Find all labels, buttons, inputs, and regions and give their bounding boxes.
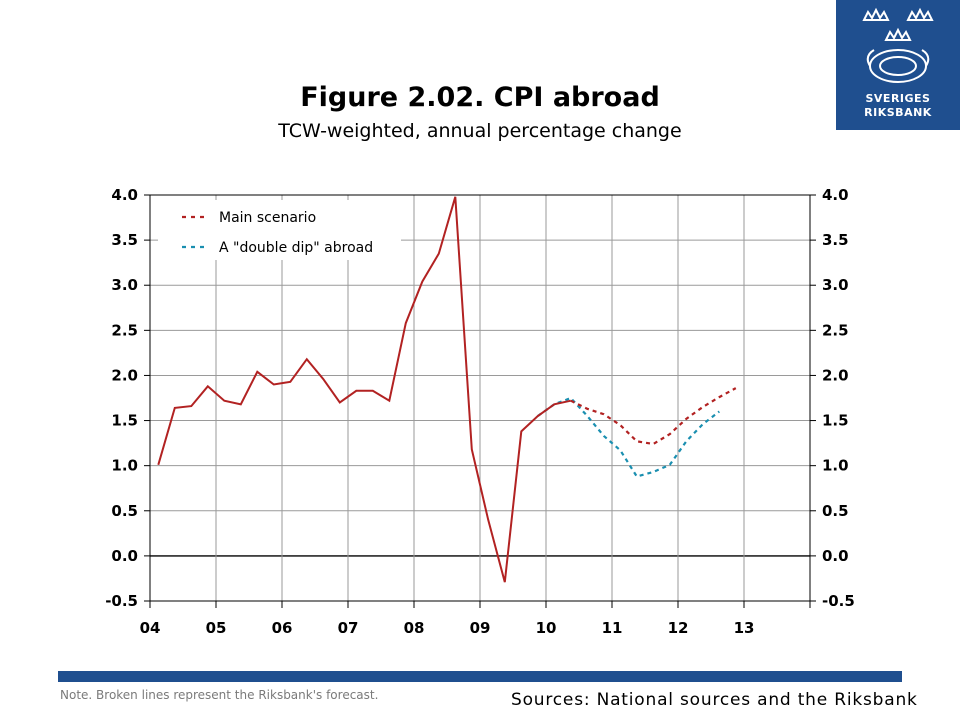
y-tick-label-left: -0.5 (105, 592, 138, 610)
logo-line1: SVERIGES (865, 92, 931, 105)
x-tick-label: 13 (734, 619, 755, 637)
y-tick-label-left: 4.0 (111, 186, 138, 204)
x-tick-label: 11 (602, 619, 623, 637)
y-tick-label-left: 1.0 (111, 457, 138, 475)
y-tick-label-left: 0.0 (111, 547, 138, 565)
x-tick-label: 08 (404, 619, 425, 637)
y-tick-label-right: 3.0 (822, 276, 849, 294)
y-tick-label-right: 1.0 (822, 457, 849, 475)
sources-text: Sources: National sources and the Riksba… (511, 690, 918, 710)
plot-frame (149, 194, 811, 602)
x-tick-label: 06 (272, 619, 293, 637)
x-tick-label: 10 (536, 619, 557, 637)
logo-line2: RIKSBANK (864, 106, 932, 119)
riksbank-logo: SVERIGES RIKSBANK (836, 0, 960, 130)
axes (144, 194, 816, 608)
y-tick-label-right: 2.0 (822, 366, 849, 384)
tick-labels: 4.0 4.0 3.5 3.5 3.0 3.0 2.5 2.5 2.0 2.0 1.5 1.5 1.0 1… (105, 186, 855, 637)
y-tick-label-right: 1.5 (822, 412, 849, 430)
legend: Main scenario A "double dip" abroad (158, 200, 401, 260)
y-tick-label-right: 3.5 (822, 231, 849, 249)
y-tick-label-right: 2.5 (822, 321, 849, 339)
y-tick-label-left: 2.0 (111, 366, 138, 384)
y-tick-label-left: 2.5 (111, 321, 138, 339)
chart-title: Figure 2.02. CPI abroad (300, 82, 660, 113)
legend-box (158, 200, 401, 260)
crown-emblem-icon (862, 7, 934, 83)
y-tick-label-left: 3.5 (111, 231, 138, 249)
y-tick-label-left: 1.5 (111, 412, 138, 430)
x-tick-label: 05 (206, 619, 227, 637)
series-lines (157, 196, 737, 583)
series-double-dip-line (537, 396, 720, 478)
series-main-scenario-forecast-line (570, 387, 737, 446)
y-tick-label-right: -0.5 (822, 592, 855, 610)
legend-label: A "double dip" abroad (219, 240, 373, 256)
y-tick-label-left: 0.5 (111, 502, 138, 520)
x-tick-label: 12 (668, 619, 689, 637)
grid-lines (150, 194, 810, 602)
footer-divider-bar (58, 671, 902, 682)
y-tick-label-right: 0.5 (822, 502, 849, 520)
x-tick-label: 09 (470, 619, 491, 637)
x-tick-label: 04 (140, 619, 161, 637)
x-tick-label: 07 (338, 619, 359, 637)
y-tick-label-left: 3.0 (111, 276, 138, 294)
legend-label: Main scenario (219, 210, 316, 226)
y-tick-label-right: 4.0 (822, 186, 849, 204)
footnote: Note. Broken lines represent the Riksban… (60, 688, 379, 702)
y-tick-label-right: 0.0 (822, 547, 849, 565)
series-main-scenario-line (157, 196, 572, 583)
chart-subtitle: TCW-weighted, annual percentage change (278, 120, 682, 142)
